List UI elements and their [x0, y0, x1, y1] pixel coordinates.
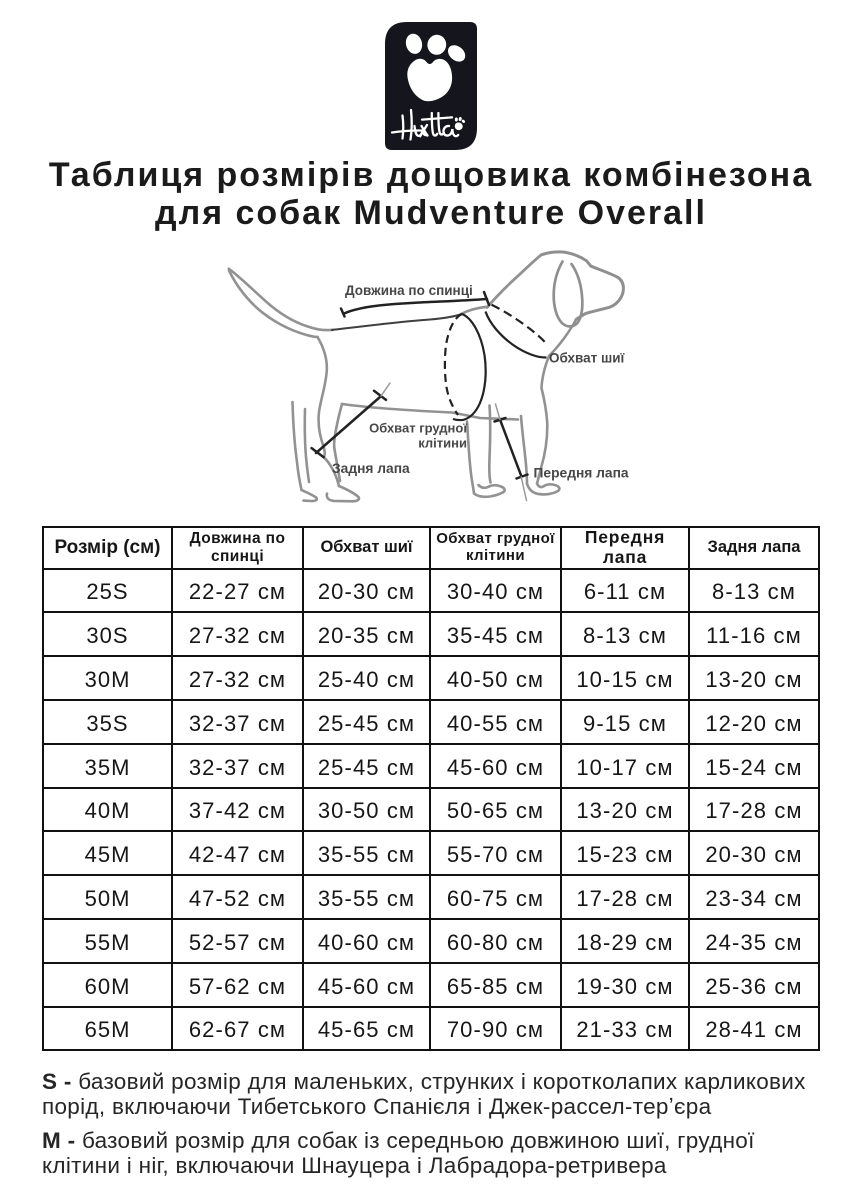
svg-text:Обхват шиї: Обхват шиї [549, 351, 626, 366]
svg-text:Задня лапа: Задня лапа [332, 461, 410, 476]
svg-text:клітини: клітини [418, 436, 467, 451]
svg-text:Обхват грудної: Обхват грудної [369, 421, 467, 436]
svg-text:Передня лапа: Передня лапа [534, 466, 629, 481]
svg-text:Довжина по спинці: Довжина по спинці [345, 283, 473, 298]
